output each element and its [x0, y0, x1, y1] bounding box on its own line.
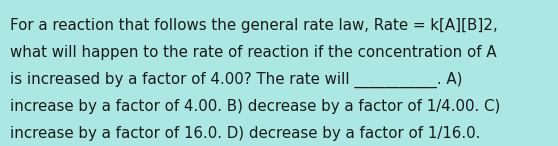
Text: For a reaction that follows the general rate law, Rate = k[A][B]2,: For a reaction that follows the general …	[10, 18, 498, 33]
Text: increase by a factor of 4.00. B) decrease by a factor of 1/4.00. C): increase by a factor of 4.00. B) decreas…	[10, 99, 501, 114]
Text: increase by a factor of 16.0. D) decrease by a factor of 1/16.0.: increase by a factor of 16.0. D) decreas…	[10, 126, 480, 141]
Text: is increased by a factor of 4.00? The rate will ___________. A): is increased by a factor of 4.00? The ra…	[10, 72, 463, 88]
Text: what will happen to the rate of reaction if the concentration of A: what will happen to the rate of reaction…	[10, 45, 497, 60]
